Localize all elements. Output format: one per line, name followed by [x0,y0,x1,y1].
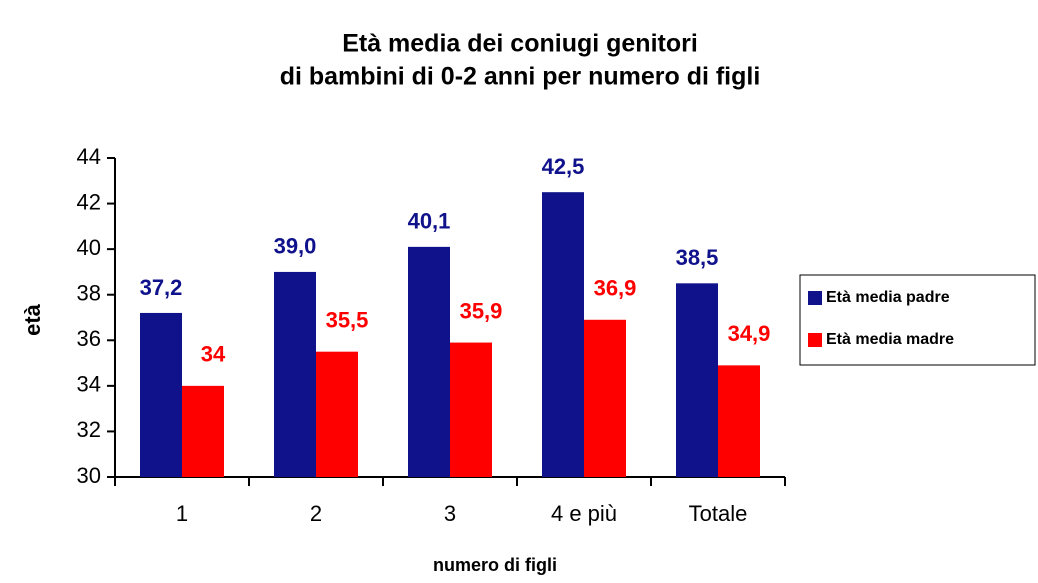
x-tick-label: Totale [689,501,748,526]
bar [140,312,182,477]
bar [408,246,450,477]
bar [274,271,316,477]
legend-label: Età media madre [826,331,954,348]
y-tick-label: 32 [77,417,101,442]
bar [450,342,492,477]
data-label: 35,5 [326,307,369,332]
y-tick-label: 44 [77,144,101,169]
y-tick-label: 38 [77,281,101,306]
bar [584,319,626,477]
data-label: 34,9 [728,321,771,346]
x-tick-label: 2 [310,501,322,526]
bar [542,192,584,477]
y-tick-label: 40 [77,235,101,260]
data-label: 35,9 [460,298,503,323]
bar [316,351,358,477]
x-axis-label: numero di figli [433,555,557,575]
data-label: 36,9 [594,276,637,301]
data-label: 42,5 [542,154,585,179]
data-label: 39,0 [274,234,317,259]
y-tick-label: 30 [77,463,101,488]
data-label: 34 [201,342,226,367]
bar [718,365,760,477]
x-tick-label: 3 [444,501,456,526]
legend-box [799,274,1036,366]
bar [182,385,224,477]
chart-title: di bambini di 0-2 anni per numero di fig… [280,63,761,91]
legend-swatch [808,333,822,347]
y-axis-label: età [20,303,45,336]
legend-label: Età media padre [826,289,950,306]
data-label: 40,1 [408,209,451,234]
y-tick-label: 34 [77,372,101,397]
data-label: 37,2 [140,275,183,300]
x-tick-label: 1 [176,501,188,526]
x-tick-label: 4 e più [551,501,617,526]
legend-swatch [808,291,822,305]
data-label: 38,5 [676,245,719,270]
bar [676,283,718,477]
y-tick-label: 42 [77,189,101,214]
chart-title: Età media dei coniugi genitori [342,30,698,58]
y-tick-label: 36 [77,326,101,351]
